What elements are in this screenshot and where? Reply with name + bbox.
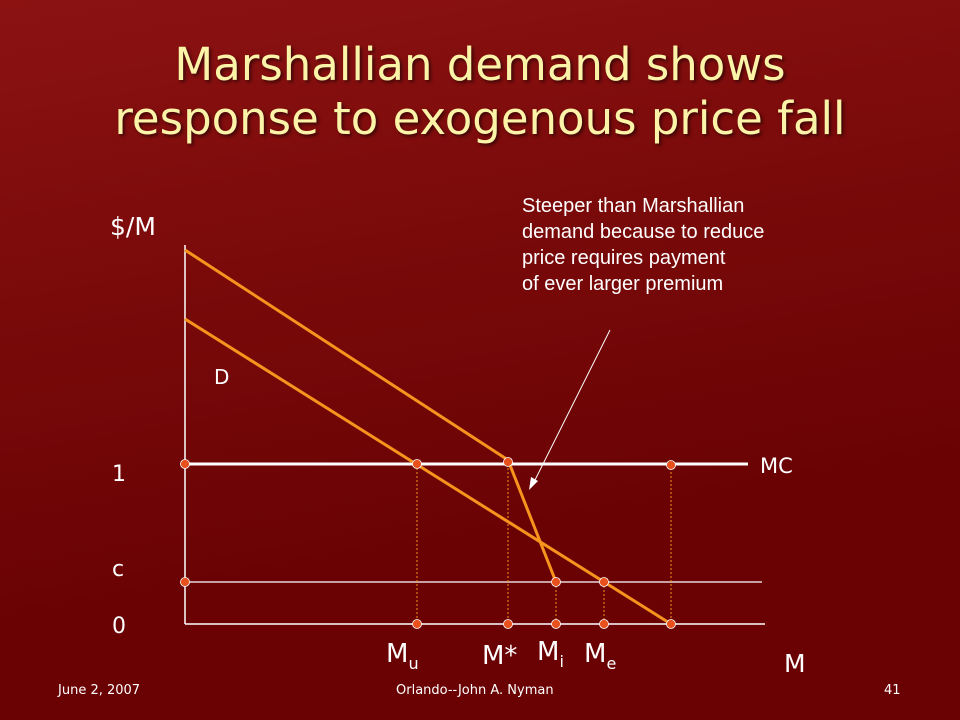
- me-label: Me: [584, 639, 616, 673]
- mc-axis-point: [180, 459, 190, 469]
- mu-axis-point: [412, 619, 422, 629]
- mi-axis-point: [551, 619, 561, 629]
- demand-label: D: [214, 365, 229, 389]
- insurance-demand-curve: [184, 248, 558, 583]
- footer-date: June 2, 2007: [58, 683, 141, 698]
- annotation-line-1: Steeper than Marshallian: [522, 195, 745, 217]
- mc-label: MC: [760, 454, 793, 478]
- mc-end-point: [666, 460, 676, 470]
- annotation-arrowhead: [529, 477, 538, 490]
- tick-1-label: 1: [112, 462, 126, 487]
- annotation-line-4: of ever larger premium: [522, 273, 724, 295]
- me-c-point: [599, 577, 609, 587]
- mstar-mc-point: [503, 457, 513, 467]
- y-axis-label: $/M: [110, 212, 156, 241]
- footer-page-number: 41: [884, 683, 901, 698]
- slide-title: Marshallian demand shows response to exo…: [0, 38, 960, 146]
- tick-0-label: 0: [112, 614, 126, 639]
- mu-label: Mu: [386, 639, 419, 673]
- me-axis-point: [599, 619, 609, 629]
- c-axis-point: [180, 577, 190, 587]
- annotation-text: Steeper than Marshallian demand because …: [522, 193, 862, 297]
- mstar-label: M*: [482, 641, 517, 671]
- annotation-arrow-line: [532, 329, 611, 485]
- mstar-axis-point: [503, 619, 513, 629]
- tick-c-label: c: [112, 557, 124, 582]
- mi-c-point: [551, 577, 561, 587]
- footer-author: Orlando--John A. Nyman: [396, 683, 554, 698]
- annotation-line-3: price requires payment: [522, 247, 726, 269]
- title-line-2: response to exogenous price fall: [114, 92, 846, 145]
- mc-axis-end-point: [666, 619, 676, 629]
- mi-label: Mi: [537, 637, 564, 671]
- marshallian-demand-curve: [184, 317, 672, 626]
- annotation-line-2: demand because to reduce: [522, 221, 765, 243]
- mu-mc-point: [412, 459, 422, 469]
- x-axis-label: M: [784, 649, 806, 678]
- title-line-1: Marshallian demand shows: [174, 38, 786, 91]
